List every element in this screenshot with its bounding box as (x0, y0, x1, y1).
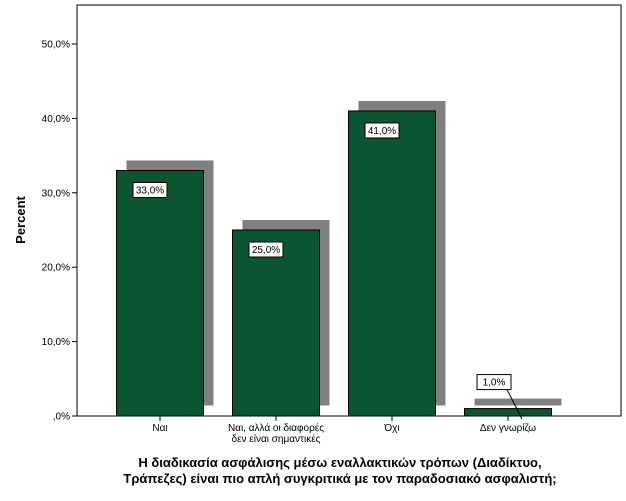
y-axis-label: Percent (13, 195, 28, 243)
bar (232, 229, 320, 417)
x-category-label: Ναι (152, 423, 167, 434)
y-axis: ,0% 10,0% 20,0% 30,0% 40,0% 50,0% (42, 40, 77, 423)
bars (116, 100, 562, 417)
data-label-box (476, 374, 512, 391)
bar (116, 169, 204, 417)
data-label: 41,0% (368, 126, 396, 137)
bar (348, 110, 436, 417)
data-label-box (132, 181, 168, 198)
data-label: 25,0% (252, 245, 280, 256)
bar-shadow (474, 398, 562, 406)
y-tick-label: ,0% (53, 412, 70, 423)
x-axis-label: Η διαδικασία ασφάλισης μέσω εναλλακτικών… (60, 455, 620, 487)
data-label: 1,0% (483, 378, 506, 389)
data-labels: 33,0% 25,0% 41,0% 1,0% (132, 122, 523, 420)
y-tick-label: 40,0% (42, 114, 70, 125)
data-label: 33,0% (136, 185, 164, 196)
data-label-box (248, 241, 284, 258)
bar (464, 408, 552, 417)
x-axis-label-line-2: Τράπεζες) είναι πιο απλή συγκριτικά με τ… (123, 471, 557, 486)
y-tick-label: 30,0% (42, 188, 70, 199)
data-label-leader (506, 389, 523, 420)
x-category-label: Ναι, αλλά οι διαφορές (228, 422, 324, 434)
x-axis-label-line-1: Η διαδικασία ασφάλισης μέσω εναλλακτικών… (138, 455, 542, 470)
x-category-label: δεν είναι σημαντικές (232, 433, 321, 445)
y-tick-label: 20,0% (42, 263, 70, 274)
x-category-label: Δεν γνωρίζω (480, 422, 536, 434)
y-tick-label: 50,0% (42, 40, 70, 51)
y-tick-label: 10,0% (42, 337, 70, 348)
data-label-box (364, 122, 400, 139)
x-category-label: Όχι (383, 423, 399, 434)
